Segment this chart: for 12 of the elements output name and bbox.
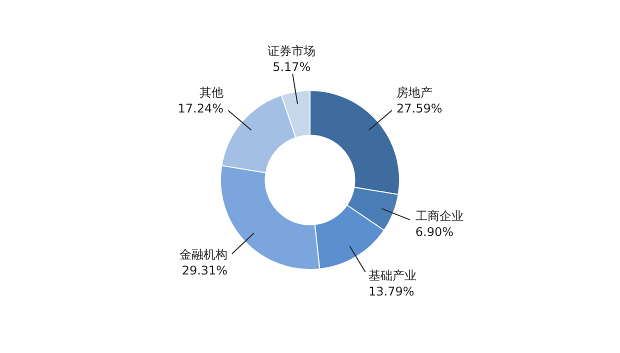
data-label: 17.24% (178, 101, 224, 116)
data-label: 29.31% (182, 264, 228, 278)
slice-label: 房地产 (396, 85, 433, 100)
data-label: 6.90% (415, 225, 454, 240)
slice-label: 工商企业 (415, 209, 464, 224)
data-label: 5.17% (272, 60, 311, 74)
data-label: 27.59% (396, 101, 442, 116)
slice-label: 证券市场 (268, 44, 316, 58)
slice-label: 其他 (200, 85, 224, 100)
slice-label: 基础产业 (368, 268, 416, 282)
slice-label: 金融机构 (180, 248, 228, 262)
data-label: 13.79% (368, 284, 414, 298)
